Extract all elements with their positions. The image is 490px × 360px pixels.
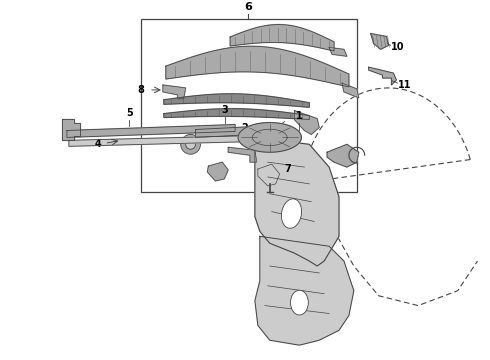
Polygon shape [294,111,319,134]
Text: 3: 3 [222,105,229,114]
Polygon shape [230,24,334,51]
Polygon shape [370,33,389,49]
Polygon shape [166,46,349,87]
Polygon shape [228,147,257,162]
Text: 9: 9 [268,142,274,152]
Polygon shape [238,122,301,152]
Polygon shape [69,135,260,146]
Polygon shape [163,85,186,99]
Text: 6: 6 [244,2,252,12]
Polygon shape [327,144,359,167]
Polygon shape [164,109,309,120]
Ellipse shape [281,199,301,228]
Polygon shape [342,83,359,98]
Text: 11: 11 [398,80,412,90]
Text: 2: 2 [241,122,248,132]
Text: 1: 1 [296,111,303,121]
Polygon shape [368,67,396,85]
Text: 10: 10 [392,42,405,52]
Polygon shape [255,138,339,266]
Text: 8: 8 [137,85,144,95]
Polygon shape [207,162,228,181]
Bar [141,19,357,192]
Circle shape [181,134,200,154]
Text: 4: 4 [95,139,101,149]
Polygon shape [255,236,354,345]
Polygon shape [258,164,280,186]
Polygon shape [196,126,275,138]
Text: 5: 5 [126,108,133,118]
Polygon shape [62,118,80,140]
Ellipse shape [291,290,308,315]
Polygon shape [164,94,309,107]
Circle shape [186,139,196,149]
Polygon shape [329,48,347,56]
Polygon shape [67,125,235,138]
Text: 7: 7 [285,164,292,174]
